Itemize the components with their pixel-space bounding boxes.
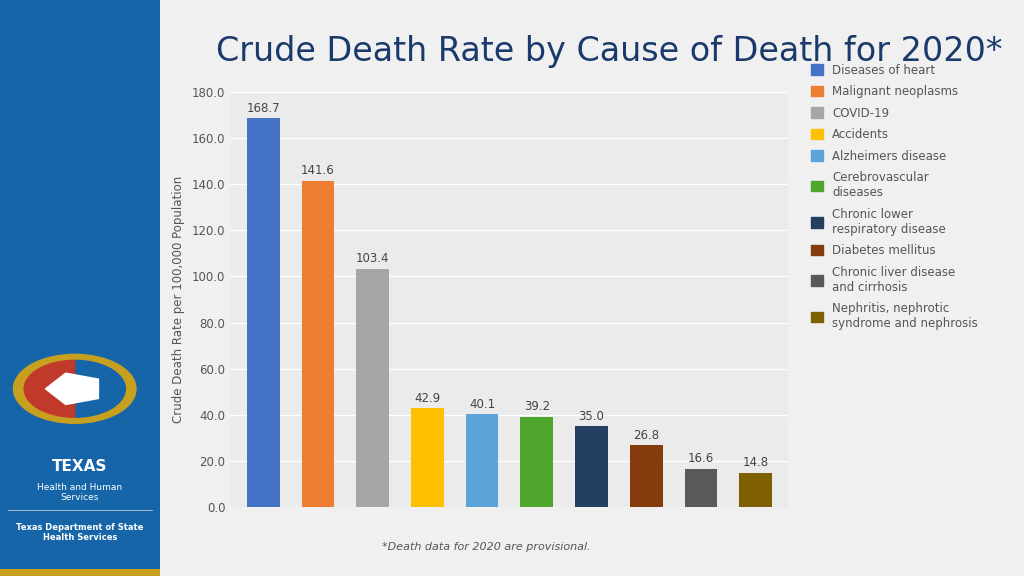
Wedge shape — [75, 361, 125, 417]
Bar — [520, 416, 553, 507]
Bar — [247, 118, 280, 507]
Text: 26.8: 26.8 — [633, 429, 659, 442]
Text: 103.4: 103.4 — [356, 252, 389, 265]
Bar — [630, 445, 663, 507]
Text: Texas Department of State
Health Services: Texas Department of State Health Service… — [16, 522, 143, 542]
Text: *Death data for 2020 are provisional.: *Death data for 2020 are provisional. — [382, 542, 591, 552]
Text: 14.8: 14.8 — [742, 456, 769, 469]
Text: 141.6: 141.6 — [301, 164, 335, 177]
Text: 39.2: 39.2 — [523, 400, 550, 413]
Text: 40.1: 40.1 — [469, 398, 496, 411]
Text: 16.6: 16.6 — [688, 452, 714, 465]
Text: 168.7: 168.7 — [247, 102, 280, 115]
Wedge shape — [25, 361, 75, 417]
Text: TEXAS: TEXAS — [52, 459, 108, 474]
Bar — [575, 426, 608, 507]
Circle shape — [13, 354, 136, 423]
Bar — [684, 469, 718, 507]
Y-axis label: Crude Death Rate per 100,000 Population: Crude Death Rate per 100,000 Population — [172, 176, 185, 423]
Bar — [411, 408, 443, 507]
Text: 42.9: 42.9 — [415, 392, 440, 404]
Bar — [356, 268, 389, 507]
Bar — [739, 473, 772, 507]
Bar — [301, 181, 335, 507]
Text: 35.0: 35.0 — [579, 410, 604, 423]
Legend: Diseases of heart, Malignant neoplasms, COVID-19, Accidents, Alzheimers disease,: Diseases of heart, Malignant neoplasms, … — [811, 63, 978, 330]
Text: Crude Death Rate by Cause of Death for 2020*: Crude Death Rate by Cause of Death for 2… — [216, 35, 1002, 69]
Text: Health and Human
Services: Health and Human Services — [37, 483, 123, 502]
Bar — [466, 415, 499, 507]
